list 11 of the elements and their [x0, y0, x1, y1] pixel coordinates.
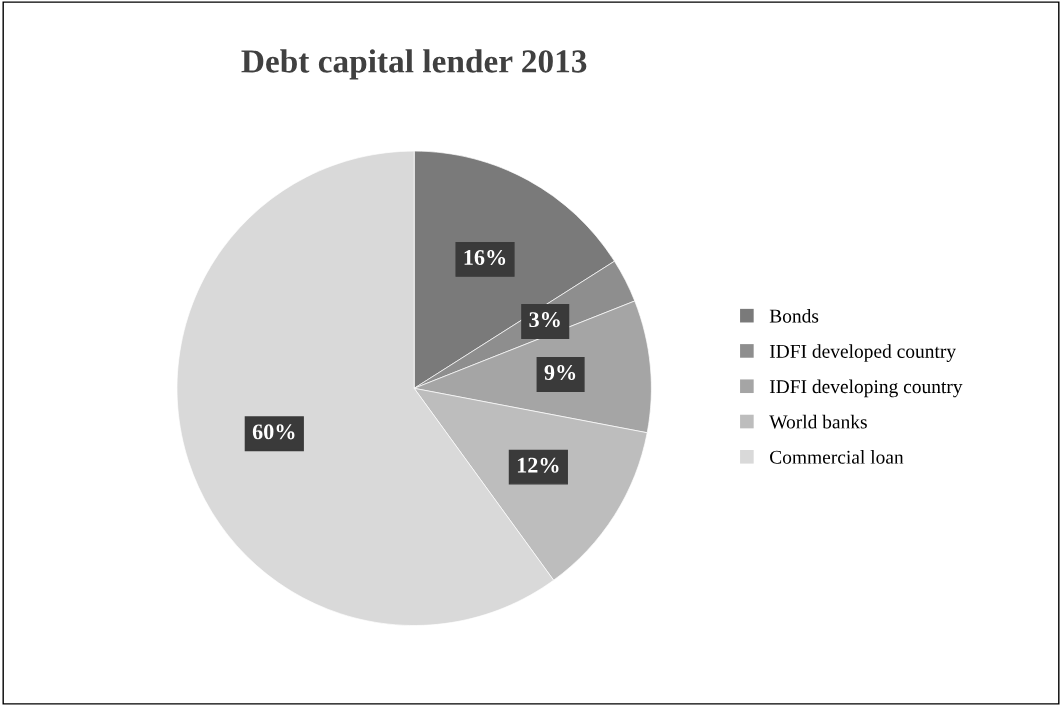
- legend-label: IDFI developed country: [769, 344, 956, 362]
- legend-label: Commercial loan: [770, 450, 904, 464]
- data-label: 3%: [529, 312, 560, 328]
- legend-label: World banks: [769, 414, 867, 429]
- data-label: 12%: [517, 457, 559, 473]
- legend-label: IDFI developing country: [769, 379, 963, 398]
- data-label: 9%: [544, 365, 576, 381]
- legend-label: Bonds: [769, 308, 819, 323]
- data-label: 16%: [464, 249, 506, 266]
- chart-title: Debt capital lender 2013: [241, 49, 587, 80]
- data-label: 60%: [252, 424, 295, 440]
